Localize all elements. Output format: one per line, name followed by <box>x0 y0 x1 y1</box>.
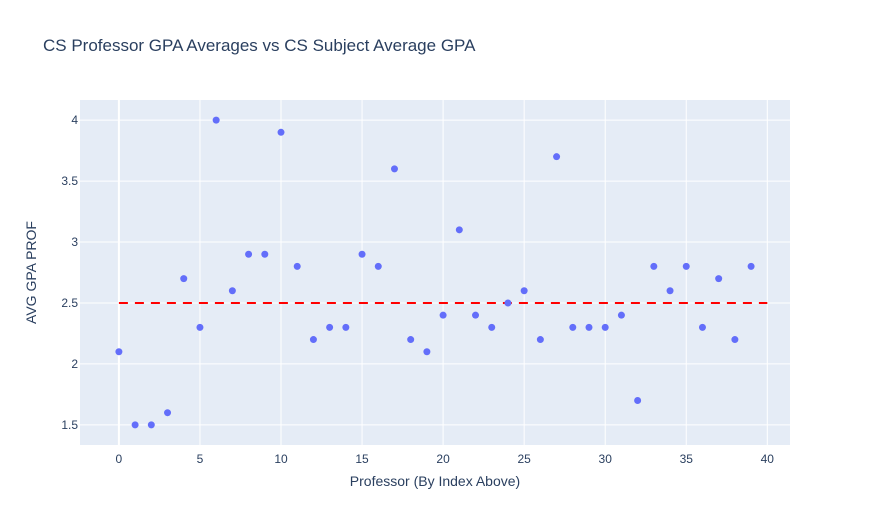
data-point <box>326 323 334 331</box>
data-point <box>293 262 301 270</box>
x-tick-label: 25 <box>517 452 531 466</box>
x-tick-labels: 0 5 10 15 20 25 30 35 40 <box>116 452 775 466</box>
x-axis-title: Professor (By Index Above) <box>350 473 520 489</box>
data-point <box>488 323 496 331</box>
data-point <box>196 323 204 331</box>
data-point <box>634 397 642 405</box>
y-tick-label: 4 <box>71 113 78 127</box>
data-point <box>115 348 123 356</box>
x-tick-label: 5 <box>197 452 204 466</box>
data-point <box>698 323 706 331</box>
data-point <box>569 323 577 331</box>
data-point <box>715 275 723 283</box>
data-point <box>309 336 317 344</box>
y-tick-label: 2.5 <box>61 296 78 310</box>
data-point <box>164 409 172 417</box>
y-tick-label: 3.5 <box>61 174 78 188</box>
data-points <box>115 116 755 429</box>
data-point <box>407 336 415 344</box>
y-tick-labels: 1.5 2 2.5 3 3.5 4 <box>61 113 78 432</box>
data-point <box>731 336 739 344</box>
data-point <box>504 299 512 307</box>
data-point <box>390 165 398 173</box>
data-point <box>472 311 480 319</box>
y-axis-title: AVG GPA PROF <box>23 221 39 324</box>
x-tick-label: 20 <box>436 452 450 466</box>
data-point <box>358 250 366 258</box>
data-point <box>536 336 544 344</box>
data-point <box>245 250 253 258</box>
x-tick-label: 0 <box>116 452 123 466</box>
data-point <box>212 116 220 124</box>
data-point <box>666 287 674 295</box>
data-point <box>455 226 463 234</box>
data-point <box>342 323 350 331</box>
data-point <box>439 311 447 319</box>
data-point <box>423 348 431 356</box>
data-point <box>374 262 382 270</box>
data-point <box>277 128 285 136</box>
data-point <box>617 311 625 319</box>
x-tick-label: 10 <box>274 452 288 466</box>
data-point <box>261 250 269 258</box>
data-point <box>147 421 155 429</box>
data-point <box>650 262 658 270</box>
y-tick-label: 1.5 <box>61 418 78 432</box>
grid-lines <box>80 100 790 445</box>
chart-title: CS Professor GPA Averages vs CS Subject … <box>43 36 476 55</box>
plot-area <box>80 100 790 445</box>
y-tick-label: 3 <box>71 235 78 249</box>
data-point <box>553 153 561 161</box>
data-point <box>131 421 139 429</box>
x-tick-label: 15 <box>355 452 369 466</box>
data-point <box>601 323 609 331</box>
x-tick-label: 30 <box>599 452 613 466</box>
data-point <box>585 323 593 331</box>
data-point <box>228 287 236 295</box>
data-point <box>682 262 690 270</box>
x-tick-label: 40 <box>761 452 775 466</box>
data-point <box>180 275 188 283</box>
y-tick-label: 2 <box>71 357 78 371</box>
data-point <box>747 262 755 270</box>
data-point <box>520 287 528 295</box>
x-tick-label: 35 <box>680 452 694 466</box>
